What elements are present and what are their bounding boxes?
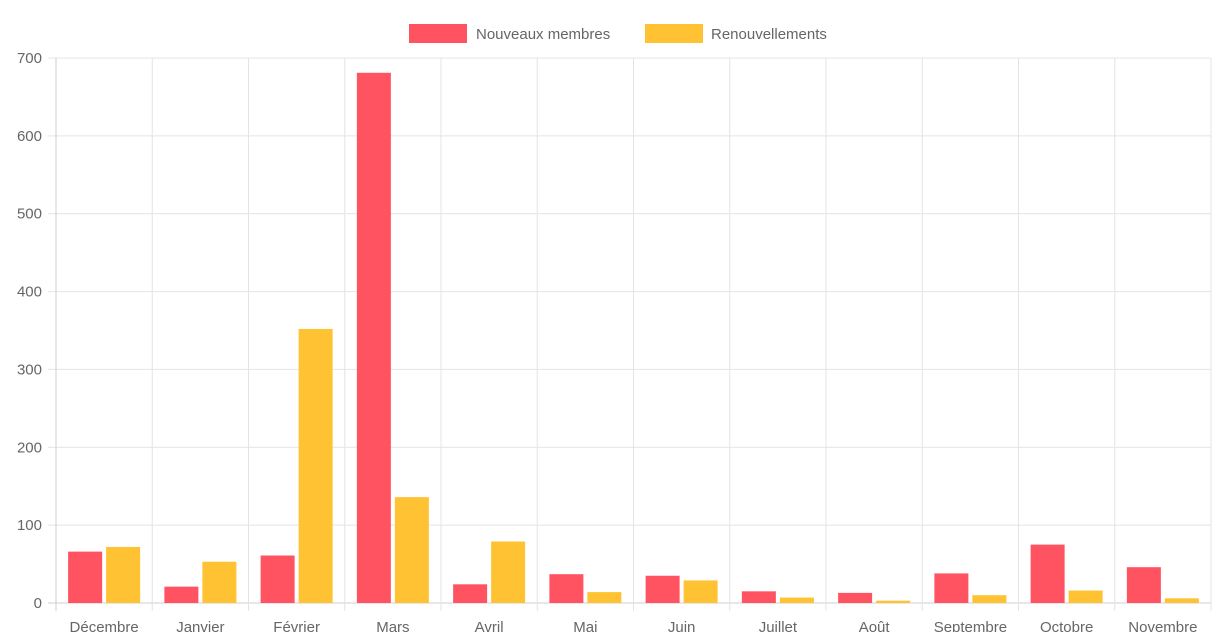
y-tick-label: 200 [17, 439, 42, 456]
bar-renouvellements-fevrier[interactable] [298, 328, 333, 603]
y-tick-label: 600 [17, 128, 42, 145]
bar-nouveaux-membres-novembre[interactable] [1126, 567, 1161, 603]
grid [48, 57, 1212, 611]
bar-nouveaux-membres-avril[interactable] [453, 584, 488, 603]
x-tick-label: Mars [376, 619, 409, 632]
x-tick-label: Septembre [934, 619, 1007, 632]
bar-nouveaux-membres-juillet[interactable] [741, 591, 776, 603]
legend: Nouveaux membres Renouvellements [409, 24, 827, 43]
bar-renouvellements-mai[interactable] [587, 592, 622, 603]
bar-nouveaux-membres-mars[interactable] [356, 72, 391, 604]
bar-renouvellements-avril[interactable] [491, 541, 526, 603]
bar-renouvellements-novembre[interactable] [1164, 598, 1199, 603]
x-tick-label: Mai [573, 619, 597, 632]
x-tick-label: Décembre [70, 619, 139, 632]
y-tick-label: 300 [17, 361, 42, 378]
y-tick-label: 0 [34, 595, 42, 612]
bar-nouveaux-membres-decembre[interactable] [68, 551, 103, 603]
x-tick-label: Juin [668, 619, 696, 632]
legend-label-nouveaux-membres[interactable]: Nouveaux membres [476, 26, 610, 43]
legend-label-renouvellements[interactable]: Renouvellements [711, 26, 827, 43]
bar-renouvellements-juillet[interactable] [779, 597, 814, 603]
bar-nouveaux-membres-fevrier[interactable] [260, 555, 295, 603]
bar-nouveaux-membres-juin[interactable] [645, 575, 680, 603]
legend-swatch-nouveaux-membres[interactable] [409, 24, 467, 43]
legend-swatch-renouvellements[interactable] [645, 24, 703, 43]
x-tick-label: Novembre [1128, 619, 1197, 632]
bar-renouvellements-decembre[interactable] [106, 546, 141, 603]
x-tick-label: Août [859, 619, 891, 632]
bar-renouvellements-septembre[interactable] [972, 595, 1007, 603]
y-tick-label: 400 [17, 284, 42, 301]
x-tick-label: Février [273, 619, 320, 632]
x-tick-label: Janvier [176, 619, 224, 632]
bar-nouveaux-membres-septembre[interactable] [934, 573, 969, 603]
x-axis: Décembre Janvier Février Mars Avril Mai Juin Ju… [70, 619, 1198, 632]
y-tick-label: 500 [17, 206, 42, 223]
bar-nouveaux-membres-mai[interactable] [549, 574, 584, 603]
x-tick-label: Avril [475, 619, 504, 632]
x-tick-label: Juillet [759, 619, 798, 632]
bar-renouvellements-octobre[interactable] [1068, 590, 1103, 603]
bar-nouveaux-membres-janvier[interactable] [164, 586, 199, 603]
bar-renouvellements-mars[interactable] [394, 497, 429, 603]
y-axis: 0 100 200 300 400 500 600 700 [17, 50, 42, 612]
bar-renouvellements-janvier[interactable] [202, 561, 237, 603]
bars [68, 72, 1199, 604]
y-tick-label: 700 [17, 50, 42, 67]
x-tick-label: Octobre [1040, 619, 1093, 632]
bar-nouveaux-membres-aout[interactable] [838, 592, 873, 603]
bar-renouvellements-juin[interactable] [683, 580, 718, 603]
y-tick-label: 100 [17, 517, 42, 534]
bar-nouveaux-membres-octobre[interactable] [1030, 544, 1065, 603]
bar-renouvellements-aout[interactable] [876, 600, 911, 603]
